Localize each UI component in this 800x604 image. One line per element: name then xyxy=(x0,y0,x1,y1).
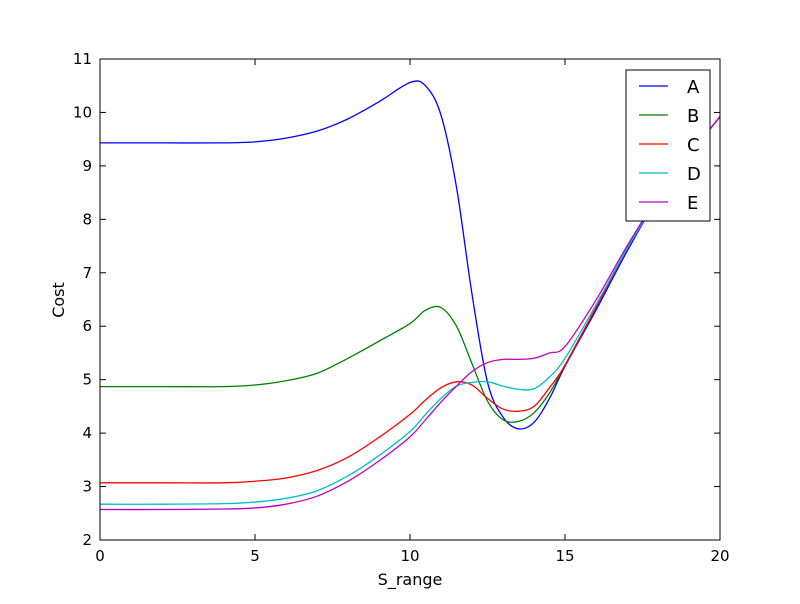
y-axis-label: Cost xyxy=(49,282,68,318)
legend-label: C xyxy=(687,135,700,156)
y-tick-label: 6 xyxy=(82,317,92,335)
y-tick-label: 9 xyxy=(82,157,92,175)
x-axis-label: S_range xyxy=(378,570,443,590)
legend-label: A xyxy=(687,77,700,98)
y-tick-label: 8 xyxy=(82,210,92,228)
y-tick-label: 3 xyxy=(82,478,92,496)
series-lines xyxy=(99,80,721,511)
y-tick-label: 10 xyxy=(73,103,92,121)
series-line-d xyxy=(99,116,721,505)
axis-ticks: 0 5 10 15 20 2 3 4 5 6 7 8 9 10 11 xyxy=(73,50,730,565)
series-line-e xyxy=(99,116,721,511)
legend-label: D xyxy=(687,164,701,185)
x-tick-label: 20 xyxy=(710,547,729,565)
x-tick-label: 10 xyxy=(400,547,419,565)
y-tick-label: 5 xyxy=(82,371,92,389)
y-tick-label: 2 xyxy=(82,531,92,549)
legend-box xyxy=(625,69,711,222)
x-tick-label: 15 xyxy=(555,547,574,565)
legend-label: B xyxy=(687,106,699,127)
x-tick-label: 5 xyxy=(250,547,260,565)
y-tick-label: 7 xyxy=(82,264,92,282)
y-tick-label: 11 xyxy=(73,50,92,68)
legend-label: E xyxy=(687,193,698,214)
y-tick-label: 4 xyxy=(82,424,92,442)
series-line-a xyxy=(100,80,721,430)
x-tick-label: 0 xyxy=(95,547,105,565)
